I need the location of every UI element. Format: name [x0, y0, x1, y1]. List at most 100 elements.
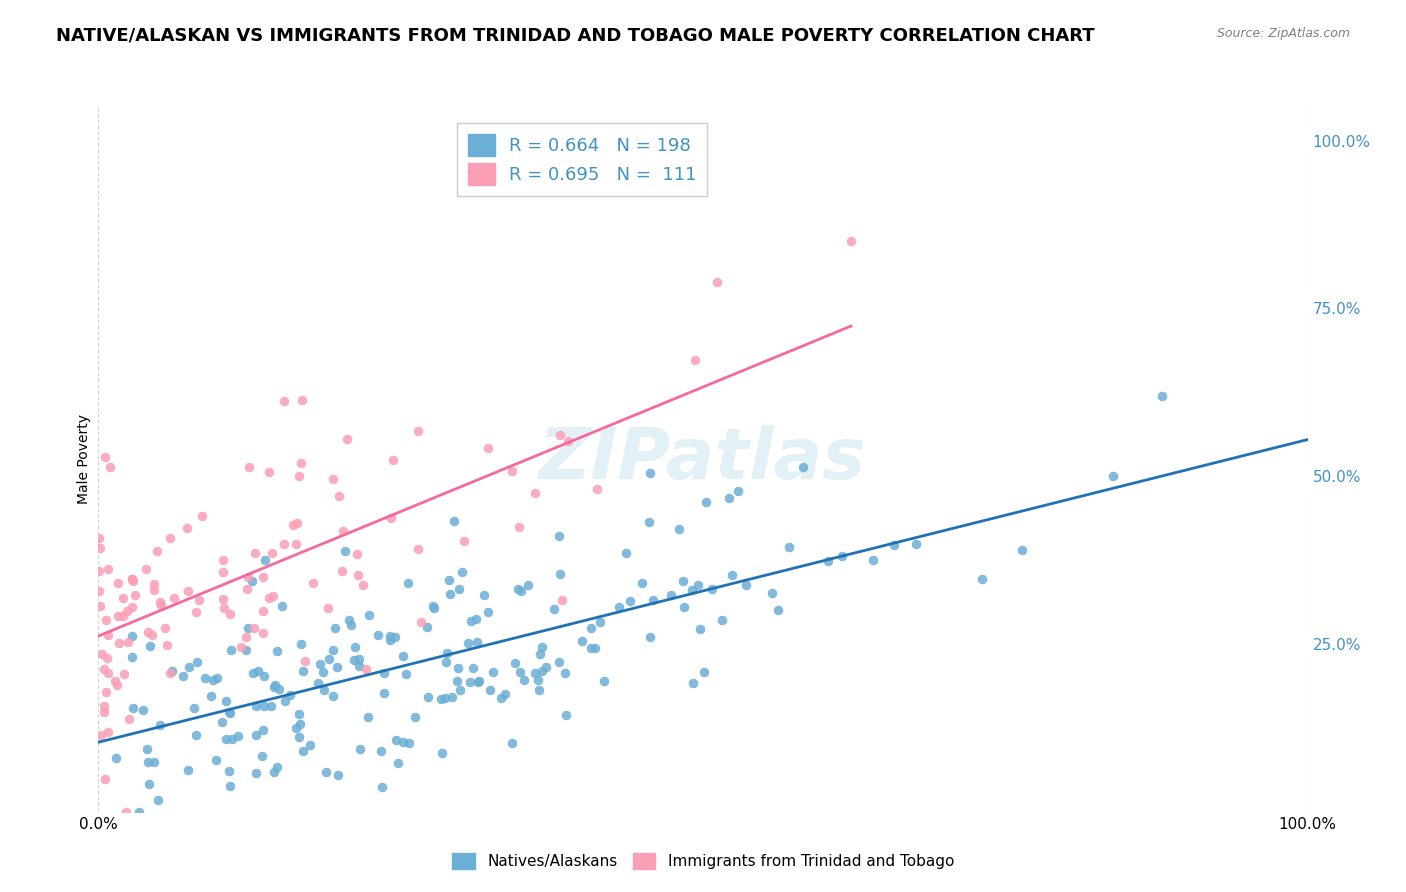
- Point: [326, 767, 349, 781]
- Point: [252, 625, 274, 640]
- Point: [529, 647, 551, 661]
- Point: [404, 709, 426, 723]
- Point: [135, 742, 157, 756]
- Point: [94, 450, 117, 465]
- Point: [104, 673, 127, 688]
- Point: [245, 766, 267, 780]
- Point: [422, 599, 444, 613]
- Point: [501, 464, 523, 478]
- Point: [706, 275, 728, 289]
- Point: [761, 586, 783, 600]
- Point: [527, 683, 550, 698]
- Point: [219, 643, 242, 657]
- Point: [607, 600, 630, 615]
- Point: [240, 574, 263, 589]
- Point: [96, 651, 118, 665]
- Point: [586, 482, 609, 496]
- Point: [121, 649, 143, 664]
- Point: [263, 765, 285, 780]
- Point: [450, 566, 472, 580]
- Point: [156, 638, 179, 652]
- Point: [479, 682, 502, 697]
- Point: [184, 605, 207, 619]
- Point: [318, 652, 340, 666]
- Point: [332, 524, 354, 538]
- Point: [194, 671, 217, 685]
- Point: [346, 548, 368, 562]
- Point: [453, 533, 475, 548]
- Point: [693, 665, 716, 679]
- Point: [138, 776, 160, 790]
- Point: [273, 394, 295, 409]
- Point: [316, 601, 339, 615]
- Point: [352, 577, 374, 591]
- Point: [349, 652, 371, 666]
- Point: [89, 599, 111, 614]
- Point: [266, 760, 288, 774]
- Point: [159, 666, 181, 681]
- Point: [551, 592, 574, 607]
- Point: [219, 706, 242, 720]
- Point: [283, 517, 305, 532]
- Point: [290, 456, 312, 470]
- Point: [333, 543, 356, 558]
- Point: [117, 635, 139, 649]
- Point: [328, 489, 350, 503]
- Point: [191, 508, 214, 523]
- Point: [683, 352, 706, 367]
- Point: [221, 731, 243, 746]
- Point: [288, 469, 311, 483]
- Point: [392, 648, 415, 663]
- Point: [252, 723, 274, 738]
- Point: [238, 460, 260, 475]
- Point: [107, 608, 129, 623]
- Point: [398, 736, 420, 750]
- Point: [294, 654, 316, 668]
- Point: [349, 741, 371, 756]
- Point: [668, 522, 690, 536]
- Point: [503, 656, 526, 670]
- Point: [271, 599, 294, 614]
- Point: [228, 729, 250, 743]
- Point: [468, 673, 491, 688]
- Point: [215, 694, 238, 708]
- Point: [458, 675, 481, 690]
- Point: [260, 546, 283, 560]
- Point: [477, 442, 499, 456]
- Point: [593, 673, 616, 688]
- Point: [441, 690, 464, 705]
- Point: [411, 615, 433, 629]
- Point: [465, 612, 488, 626]
- Point: [177, 763, 200, 777]
- Point: [482, 665, 505, 680]
- Point: [343, 653, 366, 667]
- Point: [461, 661, 484, 675]
- Point: [323, 621, 346, 635]
- Point: [619, 594, 641, 608]
- Point: [236, 621, 259, 635]
- Point: [429, 691, 451, 706]
- Point: [97, 665, 120, 680]
- Point: [718, 491, 741, 506]
- Point: [128, 805, 150, 819]
- Point: [509, 665, 531, 679]
- Point: [245, 699, 267, 714]
- Point: [579, 621, 602, 635]
- Point: [396, 576, 419, 591]
- Point: [285, 537, 308, 551]
- Point: [883, 538, 905, 552]
- Point: [205, 753, 228, 767]
- Point: [1011, 543, 1033, 558]
- Point: [263, 678, 285, 692]
- Point: [447, 661, 470, 675]
- Point: [457, 636, 479, 650]
- Point: [307, 676, 329, 690]
- Point: [387, 756, 409, 770]
- Point: [149, 718, 172, 732]
- Point: [292, 744, 315, 758]
- Point: [136, 756, 159, 770]
- Point: [710, 613, 733, 627]
- Point: [392, 734, 415, 748]
- Point: [115, 805, 138, 819]
- Point: [638, 631, 661, 645]
